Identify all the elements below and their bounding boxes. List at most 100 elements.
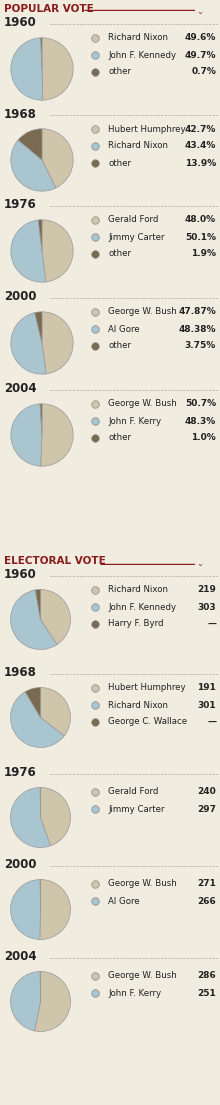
Circle shape bbox=[92, 69, 99, 76]
Wedge shape bbox=[41, 38, 42, 69]
Text: Richard Nixon: Richard Nixon bbox=[108, 701, 168, 709]
Text: 303: 303 bbox=[197, 602, 216, 611]
Circle shape bbox=[92, 990, 99, 998]
Text: 297: 297 bbox=[197, 804, 216, 813]
Text: 48.0%: 48.0% bbox=[185, 215, 216, 224]
Text: 301: 301 bbox=[197, 701, 216, 709]
Wedge shape bbox=[25, 687, 40, 717]
Text: —: — bbox=[207, 717, 216, 726]
Circle shape bbox=[92, 234, 99, 241]
Text: 1976: 1976 bbox=[4, 767, 37, 779]
Text: John F. Kerry: John F. Kerry bbox=[108, 989, 161, 998]
Text: 0.7%: 0.7% bbox=[191, 67, 216, 76]
Wedge shape bbox=[11, 880, 40, 939]
Text: George W. Bush: George W. Bush bbox=[108, 971, 177, 980]
Text: 47.87%: 47.87% bbox=[178, 307, 216, 316]
Text: Richard Nixon: Richard Nixon bbox=[108, 141, 168, 150]
Text: Richard Nixon: Richard Nixon bbox=[108, 586, 168, 594]
Wedge shape bbox=[35, 589, 40, 620]
Text: other: other bbox=[108, 67, 131, 76]
Wedge shape bbox=[11, 313, 46, 375]
Text: ELECTORAL VOTE: ELECTORAL VOTE bbox=[4, 556, 106, 566]
Text: Richard Nixon: Richard Nixon bbox=[108, 33, 168, 42]
Circle shape bbox=[92, 881, 99, 888]
Text: 1960: 1960 bbox=[4, 17, 37, 30]
Circle shape bbox=[92, 806, 99, 813]
Circle shape bbox=[92, 587, 99, 594]
Wedge shape bbox=[42, 312, 73, 373]
Text: Gerald Ford: Gerald Ford bbox=[108, 215, 158, 224]
Text: Hubert Humphrey: Hubert Humphrey bbox=[108, 125, 186, 134]
Circle shape bbox=[92, 308, 99, 316]
Circle shape bbox=[92, 160, 99, 167]
Text: Hubert Humphrey: Hubert Humphrey bbox=[108, 684, 186, 693]
Text: 1976: 1976 bbox=[4, 199, 37, 211]
Text: 266: 266 bbox=[197, 896, 216, 905]
Wedge shape bbox=[42, 220, 73, 282]
Circle shape bbox=[92, 343, 99, 350]
Text: other: other bbox=[108, 158, 131, 168]
Wedge shape bbox=[38, 220, 42, 251]
Text: 13.9%: 13.9% bbox=[185, 158, 216, 168]
Text: George C. Wallace: George C. Wallace bbox=[108, 717, 187, 726]
Text: 2004: 2004 bbox=[4, 950, 37, 964]
Text: 2000: 2000 bbox=[4, 291, 37, 304]
Wedge shape bbox=[40, 788, 70, 845]
Wedge shape bbox=[11, 140, 56, 191]
Text: Al Gore: Al Gore bbox=[108, 325, 140, 334]
Text: 191: 191 bbox=[197, 684, 216, 693]
Text: 1.0%: 1.0% bbox=[191, 433, 216, 442]
Text: Al Gore: Al Gore bbox=[108, 896, 140, 905]
Text: George W. Bush: George W. Bush bbox=[108, 400, 177, 409]
Text: Jimmy Carter: Jimmy Carter bbox=[108, 232, 165, 242]
Wedge shape bbox=[40, 687, 70, 736]
Wedge shape bbox=[40, 403, 42, 435]
Wedge shape bbox=[42, 129, 73, 188]
Wedge shape bbox=[18, 129, 42, 160]
Text: John F. Kerry: John F. Kerry bbox=[108, 417, 161, 425]
Text: 50.1%: 50.1% bbox=[185, 232, 216, 242]
Text: 48.38%: 48.38% bbox=[178, 325, 216, 334]
Wedge shape bbox=[11, 590, 57, 650]
Text: George W. Bush: George W. Bush bbox=[108, 880, 177, 888]
Text: 49.7%: 49.7% bbox=[185, 51, 216, 60]
Circle shape bbox=[92, 251, 99, 259]
Circle shape bbox=[92, 326, 99, 334]
Text: Jimmy Carter: Jimmy Carter bbox=[108, 804, 165, 813]
Wedge shape bbox=[11, 220, 46, 282]
Text: 42.7%: 42.7% bbox=[185, 125, 216, 134]
Wedge shape bbox=[42, 38, 73, 101]
Text: 3.75%: 3.75% bbox=[185, 341, 216, 350]
Text: ⌄: ⌄ bbox=[196, 7, 203, 15]
Circle shape bbox=[92, 603, 99, 611]
Text: 2004: 2004 bbox=[4, 382, 37, 396]
Text: George W. Bush: George W. Bush bbox=[108, 307, 177, 316]
Text: 240: 240 bbox=[197, 788, 216, 797]
Text: other: other bbox=[108, 341, 131, 350]
Text: —: — bbox=[207, 620, 216, 629]
Text: 1968: 1968 bbox=[4, 666, 37, 680]
Circle shape bbox=[92, 789, 99, 797]
Text: 286: 286 bbox=[197, 971, 216, 980]
Circle shape bbox=[92, 143, 99, 150]
Text: 2000: 2000 bbox=[4, 859, 37, 872]
Circle shape bbox=[92, 972, 99, 980]
Text: 271: 271 bbox=[197, 880, 216, 888]
Text: other: other bbox=[108, 433, 131, 442]
Wedge shape bbox=[35, 312, 42, 343]
Wedge shape bbox=[41, 403, 73, 466]
Circle shape bbox=[92, 621, 99, 629]
Wedge shape bbox=[35, 971, 70, 1031]
Wedge shape bbox=[40, 880, 70, 939]
Text: 219: 219 bbox=[197, 586, 216, 594]
Text: John F. Kennedy: John F. Kennedy bbox=[108, 51, 176, 60]
Text: 251: 251 bbox=[197, 989, 216, 998]
Text: 48.3%: 48.3% bbox=[185, 417, 216, 425]
Circle shape bbox=[92, 702, 99, 709]
Text: 1.9%: 1.9% bbox=[191, 250, 216, 259]
Circle shape bbox=[92, 52, 99, 60]
Circle shape bbox=[92, 434, 99, 442]
Text: ⌄: ⌄ bbox=[196, 559, 203, 568]
Text: Gerald Ford: Gerald Ford bbox=[108, 788, 158, 797]
Text: 43.4%: 43.4% bbox=[185, 141, 216, 150]
